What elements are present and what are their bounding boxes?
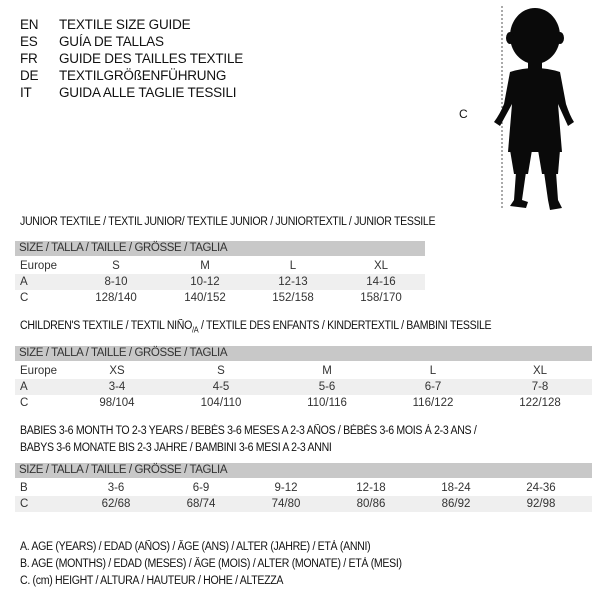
cell: 10-12 <box>190 276 220 288</box>
table-row: Europe XS S M L XL <box>15 363 592 379</box>
cell: 86/92 <box>441 498 471 510</box>
row-label: A <box>20 276 28 288</box>
title-part: / TEXTILE DES ENFANTS / KINDERTEXTIL / B… <box>198 320 492 332</box>
lang-code: ES <box>20 34 38 49</box>
lang-title: TEXTILGRÖßENFÜHRUNG <box>59 68 227 83</box>
cell: L <box>289 260 297 272</box>
cell: S <box>112 260 120 272</box>
baby-silhouette-icon <box>494 6 574 210</box>
row-label: A <box>20 381 28 393</box>
table-header: SIZE / TALLA / TAILLE / GRÖSSE / TAGLIA <box>15 463 592 478</box>
title-part: /A <box>192 325 199 335</box>
row-label: C <box>20 498 29 510</box>
table-header: SIZE / TALLA / TAILLE / GRÖSSE / TAGLIA <box>15 346 592 361</box>
junior-title: JUNIOR TEXTILE / TEXTIL JUNIOR/ TEXTILE … <box>20 216 436 228</box>
row-label: Europe <box>20 365 58 377</box>
lang-title: GUÍA DE TALLAS <box>59 34 164 49</box>
row-label: C <box>20 397 29 409</box>
lang-title: GUIDA ALLE TAGLIE TESSILI <box>59 85 237 100</box>
height-label: C <box>459 107 468 121</box>
row-label: C <box>20 292 29 304</box>
cell: 122/128 <box>519 397 561 409</box>
babies-title-line1: BABIES 3-6 MONTH TO 2-3 YEARS / BEBÉS 3-… <box>20 425 477 437</box>
cell: 62/68 <box>101 498 131 510</box>
title-part: CHILDREN'S TEXTILE / TEXTIL NIÑO <box>20 320 193 332</box>
legend-c: C. (cm) HEIGHT / ALTURA / HAUTEUR / HÖHE… <box>20 575 284 587</box>
cell: XL <box>532 365 548 377</box>
cell: M <box>322 365 332 377</box>
children-size-table: SIZE / TALLA / TAILLE / GRÖSSE / TAGLIA … <box>15 346 592 411</box>
lang-code: IT <box>20 85 32 100</box>
cell: 3-4 <box>108 381 126 393</box>
table-header: SIZE / TALLA / TAILLE / GRÖSSE / TAGLIA <box>15 241 425 256</box>
cell: M <box>200 260 210 272</box>
table-row: C 62/68 68/74 74/80 80/86 86/92 92/98 <box>15 496 592 512</box>
table-row: B 3-6 6-9 9-12 12-18 18-24 24-36 <box>15 480 592 496</box>
cell: 152/158 <box>272 292 314 304</box>
cell: 3-6 <box>107 482 125 494</box>
cell: 68/74 <box>186 498 216 510</box>
row-label: Europe <box>20 260 58 272</box>
cell: 24-36 <box>526 482 556 494</box>
cell: 158/170 <box>360 292 402 304</box>
junior-size-table: SIZE / TALLA / TAILLE / GRÖSSE / TAGLIA … <box>15 241 425 306</box>
lang-code: FR <box>20 51 38 66</box>
cell: 9-12 <box>274 482 298 494</box>
cell: L <box>429 365 437 377</box>
cell: 5-6 <box>318 381 336 393</box>
cell: 92/98 <box>526 498 556 510</box>
cell: 104/110 <box>200 397 242 409</box>
legend-a: A. AGE (YEARS) / EDAD (AÑOS) / ÂGE (ANS)… <box>20 541 371 553</box>
cell: 80/86 <box>356 498 386 510</box>
table-row: A 8-10 10-12 12-13 14-16 <box>15 274 425 290</box>
cell: 14-16 <box>366 276 396 288</box>
cell: XL <box>373 260 389 272</box>
lang-title: GUIDE DES TAILLES TEXTILE <box>59 51 244 66</box>
cell: XS <box>109 365 125 377</box>
lang-code: EN <box>20 17 39 32</box>
cell: 6-9 <box>192 482 210 494</box>
cell: 18-24 <box>441 482 471 494</box>
cell: 4-5 <box>212 381 230 393</box>
cell: 116/122 <box>412 397 454 409</box>
cell: 110/116 <box>307 397 347 409</box>
cell: 140/152 <box>184 292 226 304</box>
table-row: A 3-4 4-5 5-6 6-7 7-8 <box>15 379 592 395</box>
babies-size-table: SIZE / TALLA / TAILLE / GRÖSSE / TAGLIA … <box>15 463 592 512</box>
table-row: C 128/140 140/152 152/158 158/170 <box>15 290 425 306</box>
babies-title-line2: BABYS 3-6 MONATE BIS 2-3 JAHRE / BAMBINI… <box>20 442 332 454</box>
cell: 7-8 <box>531 381 549 393</box>
table-row: Europe S M L XL <box>15 258 425 274</box>
table-row: C 98/104 104/110 110/116 116/122 122/128 <box>15 395 592 411</box>
cell: S <box>217 365 225 377</box>
cell: 8-10 <box>104 276 128 288</box>
cell: 12-13 <box>278 276 308 288</box>
cell: 98/104 <box>99 397 135 409</box>
cell: 6-7 <box>424 381 442 393</box>
cell: 12-18 <box>356 482 386 494</box>
cell: 74/80 <box>271 498 301 510</box>
lang-title: TEXTILE SIZE GUIDE <box>59 17 191 32</box>
cell: 128/140 <box>95 292 137 304</box>
row-label: B <box>20 482 28 494</box>
lang-code: DE <box>20 68 39 83</box>
legend-b: B. AGE (MONTHS) / EDAD (MESES) / ÂGE (MO… <box>20 558 402 570</box>
children-title: CHILDREN'S TEXTILE / TEXTIL NIÑO/A / TEX… <box>20 320 492 335</box>
